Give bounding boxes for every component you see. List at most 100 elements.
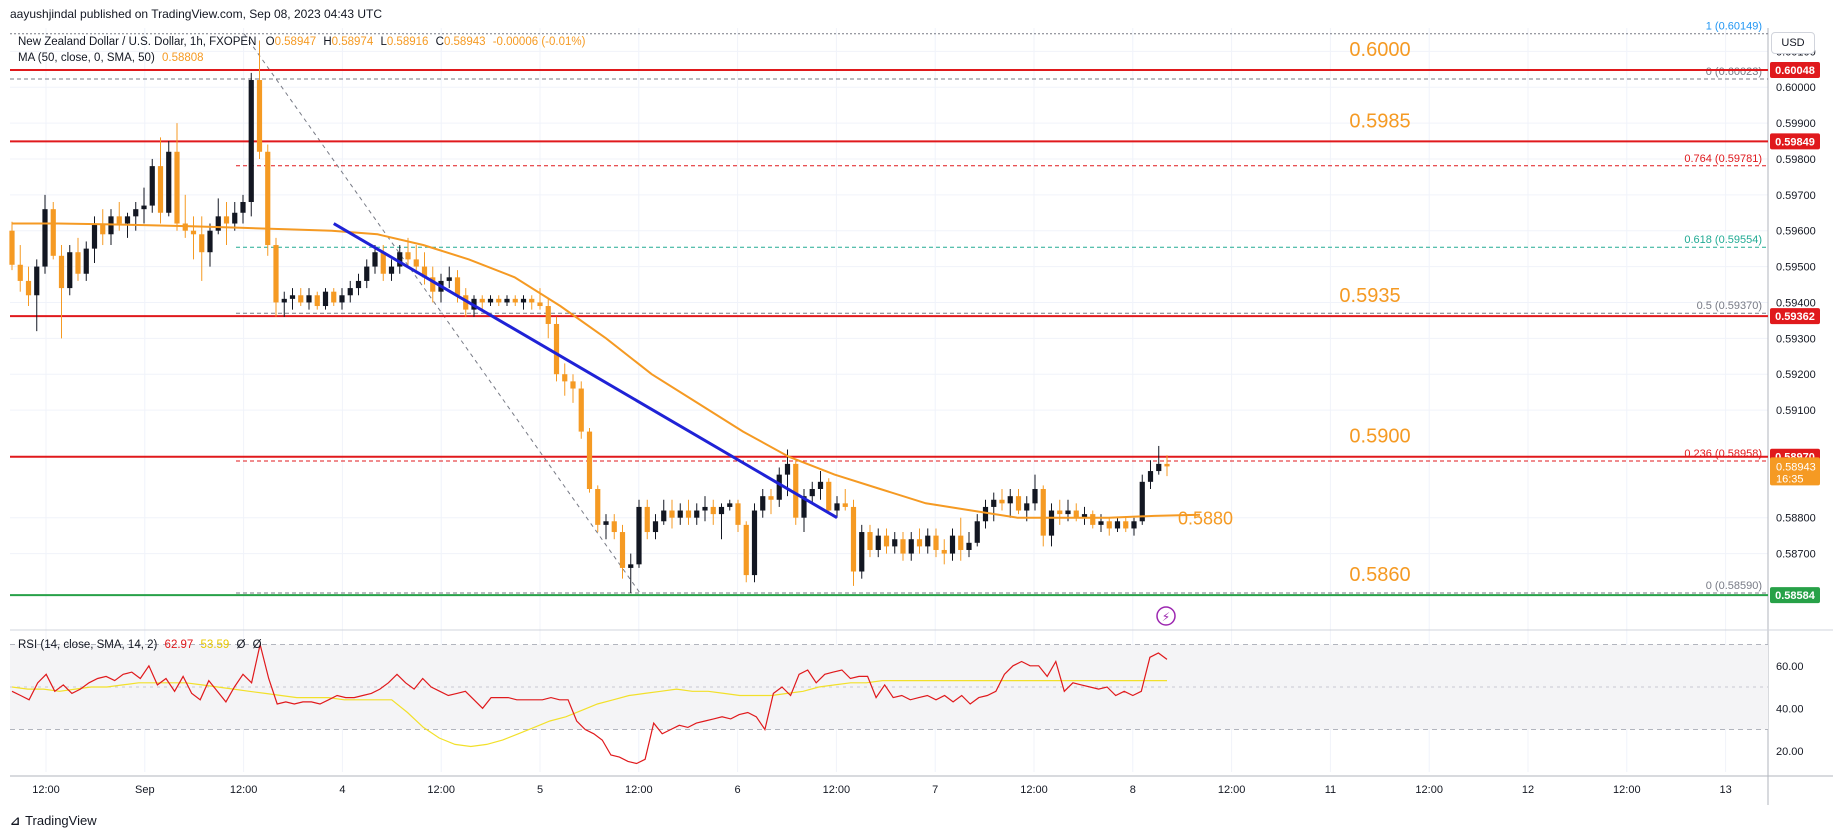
level-price-tag [1770,308,1820,325]
level-price-tag-text: 0.58584 [1775,590,1816,602]
candle-body [529,298,535,303]
candle-body [916,539,923,547]
time-tick-label: 12:00 [32,784,60,796]
time-tick-label: 12:00 [427,784,455,796]
level-label: 0.6000 [1349,39,1410,61]
candle-body [537,302,543,307]
candle-body [463,295,469,310]
candle-body [355,280,362,289]
candle-body [339,295,345,303]
candle-body [430,277,436,292]
candle-body [421,266,428,278]
candle-body [256,80,263,152]
tradingview-brand[interactable]: ⊿ TradingView [10,813,97,828]
candle-body [83,248,89,274]
fib-label: 0.764 (0.59781) [1684,153,1762,165]
candle-body [595,488,601,525]
candle-body [520,298,527,303]
candle-body [215,216,221,231]
level-label: 0.5860 [1349,564,1410,586]
time-axis[interactable]: 12:00 Sep 12:00 4 12:00 5 12:00 6 12:00 7 12:00 8 12… [32,784,1731,796]
candle-body [570,381,576,389]
candle-body [545,306,551,324]
candle-body [636,506,642,565]
candle-body [504,298,510,303]
price-tick-label: 0.59500 [1776,262,1816,274]
ma-line [12,222,1201,519]
price-tick-label: 0.60000 [1776,82,1816,94]
candle-body [1057,510,1063,515]
price-tick-label: 0.59800 [1776,154,1816,166]
candle-body [842,503,848,507]
fib-label: 0 (0.58590) [1706,580,1762,592]
candle-body [925,535,931,547]
low-label: L [380,36,387,48]
candle-body [661,510,667,522]
rsi-tick-label: 20.00 [1776,746,1804,758]
candle-body [991,499,997,507]
price-tick-label: 0.59600 [1776,226,1816,238]
level-price-tag [1770,61,1820,78]
candle-body [999,499,1005,504]
candle-body [166,151,172,213]
candle-body [1048,510,1055,536]
candle-body [1139,481,1145,522]
level-label: 0.5900 [1349,426,1410,448]
candle-body [875,535,881,550]
candle-body [1015,496,1022,511]
fib-label: 0.236 (0.58958) [1684,448,1762,460]
candle-body [100,223,106,235]
price-tick-label: 0.59700 [1776,190,1816,202]
candle-body [702,506,708,511]
candle-body [347,288,353,296]
candle-body [883,535,890,547]
trend-line [332,222,838,519]
candle-body [776,474,782,500]
candle-body [669,510,675,518]
candlesticks [9,40,1170,594]
candle-body [760,496,766,511]
level-price-tag-text: 0.59849 [1775,136,1815,148]
candle-body [768,496,774,500]
fib-label: 1 (0.60149) [1706,21,1762,33]
price-tick-label: 0.59900 [1776,118,1816,130]
candle-body [1123,521,1129,529]
candle-body [685,510,692,518]
candle-body [124,216,131,224]
candle-body [364,266,370,281]
candle-body [735,503,741,525]
low-value: 0.58916 [386,36,429,48]
rsi-label: RSI (14, close, SMA, 14, 2) [18,639,158,651]
candle-body [553,323,560,375]
rsi-sma-line [11,679,1167,748]
candle-body [380,252,386,274]
time-tick-label: 12 [1522,784,1534,796]
candle-body [694,510,700,518]
currency-button[interactable]: USD [1771,32,1815,54]
candle-body [1073,510,1079,518]
close-label: C [435,36,444,48]
candle-body [446,277,452,281]
candle-body [314,295,320,307]
price-tick-label: 0.59300 [1776,333,1816,345]
time-tick-label: 7 [932,784,938,796]
price-tick-label: 0.59200 [1776,369,1816,381]
candle-body [133,209,139,217]
ma-label: MA (50, close, 0, SMA, 50) [18,52,155,64]
candle-body [867,532,873,550]
candle-body [388,266,395,274]
candle-body [306,295,312,303]
candle-body [817,481,824,489]
price-axis[interactable]: 0.601000.600000.599000.598000.597000.596… [1770,46,1820,561]
candle-body [941,549,947,554]
candle-body [397,252,403,267]
price-tick-label: 0.59400 [1776,297,1816,309]
candle-body [232,212,238,224]
candle-body [9,230,15,265]
candle-body [240,201,246,213]
change-value: -0.00006 (-0.01%) [492,36,586,48]
time-tick-label: 12:00 [625,784,653,796]
candle-body [1065,510,1071,515]
candle-body [405,252,411,260]
